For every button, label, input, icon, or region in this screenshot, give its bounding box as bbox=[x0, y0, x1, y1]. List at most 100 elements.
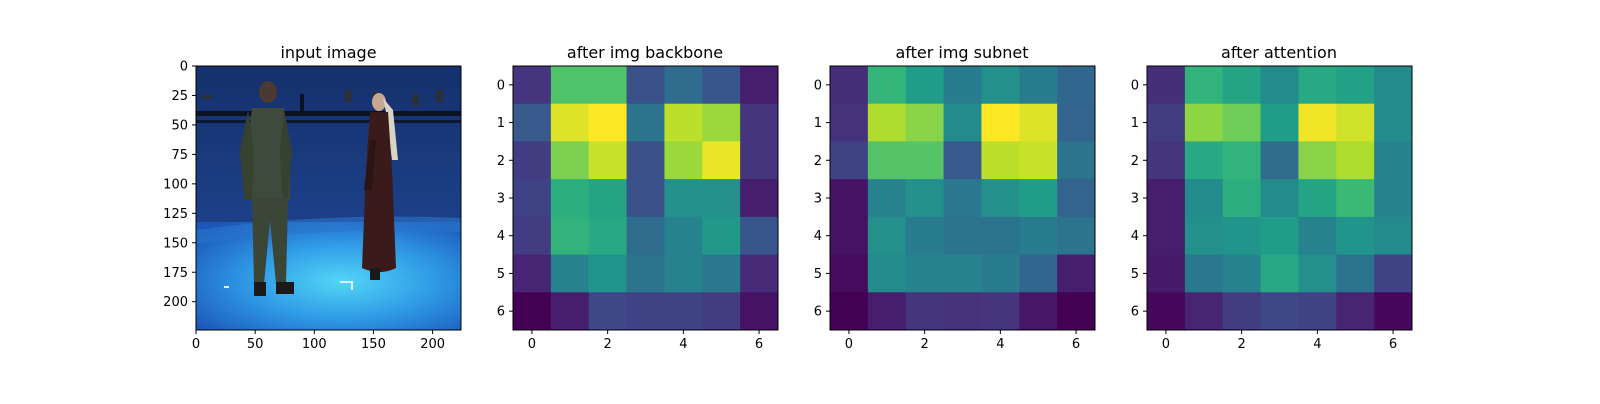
heatmap-cell bbox=[664, 179, 703, 218]
heatmap-cell bbox=[702, 179, 741, 218]
heatmap-cell bbox=[513, 103, 552, 142]
photo bbox=[196, 66, 461, 330]
heatmap-after-attention: 0 2 4 6 0 1 2 3 4 5 6 bbox=[1131, 65, 1413, 352]
heatmap-cell bbox=[1222, 141, 1262, 180]
x-tick-label: 6 bbox=[755, 337, 763, 352]
heatmap-cell bbox=[1298, 66, 1337, 105]
heatmap-cell bbox=[1222, 292, 1262, 331]
panel-title: after img subnet bbox=[895, 43, 1028, 62]
heatmap-cell bbox=[1374, 292, 1413, 331]
heatmap-cell bbox=[1057, 141, 1096, 180]
heatmap-cell bbox=[1260, 179, 1299, 218]
heatmap-cell bbox=[981, 292, 1020, 331]
heatmap-cell bbox=[702, 66, 741, 105]
y-tick-label: 0 bbox=[497, 78, 505, 93]
x-tick-label: 4 bbox=[996, 337, 1004, 352]
heatmap-cell bbox=[1184, 254, 1224, 293]
heatmap-cell bbox=[740, 66, 779, 105]
heatmap-cell bbox=[588, 179, 628, 218]
x-tick-label: 200 bbox=[420, 337, 445, 352]
heatmap-cell bbox=[1336, 292, 1375, 331]
heatmap-cell bbox=[981, 216, 1020, 256]
x-tick-label: 2 bbox=[604, 337, 612, 352]
heatmap-cell bbox=[702, 292, 741, 331]
heatmap-cell bbox=[513, 179, 552, 218]
person-man bbox=[240, 81, 294, 296]
heatmap-cell bbox=[513, 216, 552, 256]
heatmap-cell bbox=[1336, 254, 1375, 293]
heatmap-cell bbox=[1057, 179, 1096, 218]
panel-after-attention: after attention 0 2 4 6 0 1 2 3 4 5 6 bbox=[1131, 43, 1413, 352]
y-tick-label: 0 bbox=[180, 60, 188, 75]
axes-input-image: 0 50 100 150 200 0 25 50 75 100 125 150 175 200 bbox=[163, 60, 445, 353]
y-tick-label: 4 bbox=[814, 229, 822, 244]
heatmap-cell bbox=[1298, 216, 1337, 256]
heatmap-cell bbox=[702, 216, 741, 256]
studio-floor bbox=[196, 222, 461, 330]
heatmap-cell bbox=[626, 216, 665, 256]
heatmap-cell bbox=[981, 66, 1020, 105]
y-tick-label: 150 bbox=[163, 236, 188, 251]
heatmap-cell bbox=[626, 254, 665, 293]
heatmap-cell bbox=[1184, 141, 1224, 180]
x-tick-label: 100 bbox=[302, 337, 327, 352]
heatmap-cell bbox=[943, 179, 982, 218]
y-tick-label: 2 bbox=[1131, 154, 1139, 169]
y-tick-label: 2 bbox=[497, 154, 505, 169]
heatmap-cell bbox=[981, 254, 1020, 293]
heatmap-cell bbox=[513, 254, 552, 293]
heatmap-cell bbox=[943, 141, 982, 180]
heatmap-cell bbox=[1374, 179, 1413, 218]
heatmap-cell bbox=[1184, 179, 1224, 218]
heatmap-cell bbox=[1374, 254, 1413, 293]
heatmap-cell bbox=[588, 141, 628, 180]
y-tick-label: 4 bbox=[497, 229, 505, 244]
y-tick-label: 75 bbox=[171, 148, 188, 163]
heatmap-cell bbox=[740, 254, 779, 293]
heatmap-cell bbox=[740, 216, 779, 256]
x-tick-label: 0 bbox=[1162, 337, 1170, 352]
heatmap-cell bbox=[943, 103, 982, 142]
heatmap-after-img-subnet: 0 2 4 6 0 1 2 3 4 5 6 bbox=[814, 65, 1096, 352]
heatmap-cell bbox=[905, 254, 945, 293]
heatmap-cell bbox=[830, 179, 869, 218]
heatmap-cell bbox=[905, 66, 945, 105]
heatmap-cell bbox=[1184, 292, 1224, 331]
y-tick-label: 2 bbox=[814, 154, 822, 169]
heatmap-cell bbox=[588, 254, 628, 293]
heatmap-cell bbox=[1336, 66, 1375, 105]
heatmap-cell bbox=[1222, 103, 1262, 142]
y-tick-label: 3 bbox=[814, 192, 822, 207]
heatmap-cell bbox=[867, 292, 907, 331]
y-tick-label: 3 bbox=[497, 192, 505, 207]
heatmap-cell bbox=[1057, 66, 1096, 105]
heatmap-cell bbox=[664, 103, 703, 142]
y-tick-label: 50 bbox=[171, 118, 188, 133]
heatmap-cell bbox=[626, 179, 665, 218]
y-tick-label: 1 bbox=[814, 116, 822, 131]
y-tick-label: 0 bbox=[1131, 78, 1139, 93]
x-tick-label: 4 bbox=[1313, 337, 1321, 352]
heatmap-cell bbox=[588, 216, 628, 256]
heatmap-cell bbox=[943, 66, 982, 105]
heatmap-cell bbox=[1184, 103, 1224, 142]
heatmap-cell bbox=[588, 103, 628, 142]
x-tick-label: 50 bbox=[247, 337, 264, 352]
heatmap-cell bbox=[981, 141, 1020, 180]
heatmap-cell bbox=[830, 292, 869, 331]
heatmap-cell bbox=[1298, 292, 1337, 331]
heatmap-cell bbox=[1298, 254, 1337, 293]
y-tick-label: 1 bbox=[497, 116, 505, 131]
heatmap-cell bbox=[1260, 254, 1299, 293]
heatmap-cell bbox=[1147, 179, 1186, 218]
heatmap-cell bbox=[1057, 103, 1096, 142]
heatmap-cell bbox=[702, 141, 741, 180]
heatmap-cell bbox=[981, 103, 1020, 142]
heatmap-cell bbox=[1374, 103, 1413, 142]
heatmap-cell bbox=[626, 103, 665, 142]
x-tick-label: 6 bbox=[1389, 337, 1397, 352]
heatmap-cell bbox=[1336, 216, 1375, 256]
x-tick-label: 2 bbox=[921, 337, 929, 352]
heatmap-cell bbox=[1336, 103, 1375, 142]
heatmap-cell bbox=[1336, 141, 1375, 180]
